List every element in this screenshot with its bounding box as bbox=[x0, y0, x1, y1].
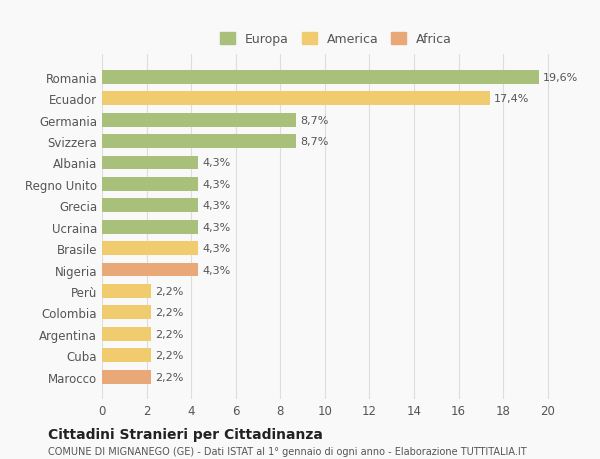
Bar bbox=[102, 327, 151, 341]
Bar bbox=[102, 220, 198, 234]
Text: 4,3%: 4,3% bbox=[202, 158, 230, 168]
Text: 2,2%: 2,2% bbox=[155, 329, 184, 339]
Bar bbox=[102, 241, 198, 256]
Text: 19,6%: 19,6% bbox=[543, 73, 578, 83]
Text: 4,3%: 4,3% bbox=[202, 201, 230, 211]
Legend: Europa, America, Africa: Europa, America, Africa bbox=[214, 27, 458, 52]
Text: 17,4%: 17,4% bbox=[494, 94, 530, 104]
Text: Cittadini Stranieri per Cittadinanza: Cittadini Stranieri per Cittadinanza bbox=[48, 427, 323, 442]
Bar bbox=[102, 156, 198, 170]
Text: 2,2%: 2,2% bbox=[155, 350, 184, 360]
Text: 4,3%: 4,3% bbox=[202, 222, 230, 232]
Bar bbox=[102, 306, 151, 319]
Bar bbox=[102, 199, 198, 213]
Text: 4,3%: 4,3% bbox=[202, 265, 230, 275]
Text: 2,2%: 2,2% bbox=[155, 286, 184, 296]
Text: 4,3%: 4,3% bbox=[202, 179, 230, 190]
Text: 4,3%: 4,3% bbox=[202, 244, 230, 253]
Text: COMUNE DI MIGNANEGO (GE) - Dati ISTAT al 1° gennaio di ogni anno - Elaborazione : COMUNE DI MIGNANEGO (GE) - Dati ISTAT al… bbox=[48, 447, 527, 456]
Bar bbox=[102, 135, 296, 149]
Text: 2,2%: 2,2% bbox=[155, 372, 184, 382]
Bar bbox=[102, 348, 151, 362]
Text: 8,7%: 8,7% bbox=[301, 115, 329, 125]
Text: 8,7%: 8,7% bbox=[301, 137, 329, 147]
Text: 2,2%: 2,2% bbox=[155, 308, 184, 318]
Bar bbox=[102, 263, 198, 277]
Bar bbox=[102, 113, 296, 127]
Bar bbox=[102, 370, 151, 384]
Bar bbox=[102, 92, 490, 106]
Bar bbox=[102, 71, 539, 84]
Bar bbox=[102, 284, 151, 298]
Bar bbox=[102, 178, 198, 191]
